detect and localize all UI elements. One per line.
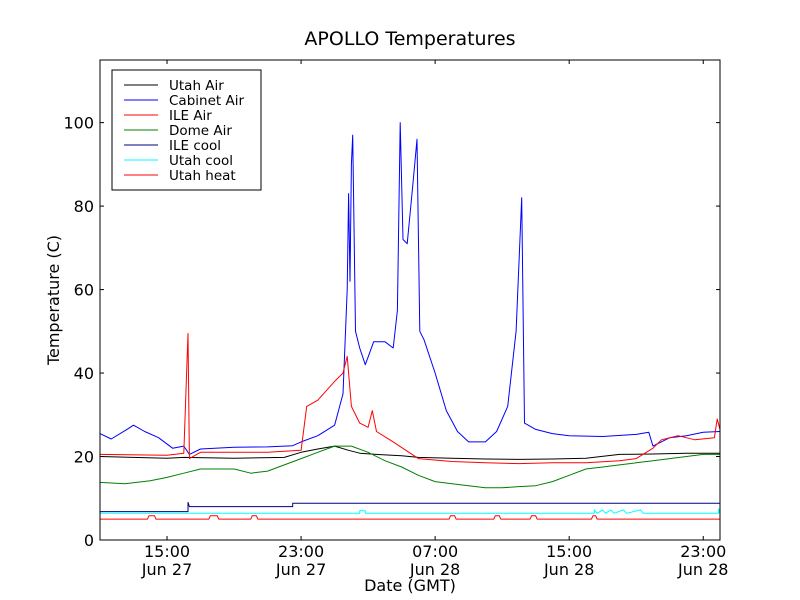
x-tick-label-time: 15:00 bbox=[546, 542, 592, 561]
y-tick-label: 60 bbox=[74, 281, 94, 300]
legend-label-ile-air: ILE Air bbox=[169, 108, 212, 124]
x-tick-label-date: Jun 28 bbox=[409, 560, 460, 579]
x-tick-label-date: Jun 28 bbox=[677, 560, 728, 579]
series-line-dome-air bbox=[99, 445, 720, 489]
x-axis-title: Date (GMT) bbox=[364, 576, 456, 595]
x-tick-label-date: Jun 27 bbox=[141, 560, 192, 579]
legend-label-utah-heat: Utah heat bbox=[169, 168, 236, 184]
legend-label-dome-air: Dome Air bbox=[169, 123, 232, 139]
y-tick-label: 0 bbox=[84, 531, 94, 550]
series-line-utah-heat bbox=[100, 515, 720, 520]
x-tick-label-date: Jun 28 bbox=[543, 560, 594, 579]
y-axis-title: Temperature (C) bbox=[44, 235, 63, 366]
legend-label-utah-cool: Utah cool bbox=[169, 153, 233, 169]
x-tick-label-time: 15:00 bbox=[144, 542, 190, 561]
x-tick-label-date: Jun 27 bbox=[275, 560, 326, 579]
y-tick-label: 20 bbox=[74, 448, 94, 467]
y-tick-label: 80 bbox=[74, 197, 94, 216]
chart-title: APOLLO Temperatures bbox=[304, 28, 515, 50]
x-tick-label-time: 07:00 bbox=[412, 542, 458, 561]
series-line-cabinet-air bbox=[99, 122, 721, 455]
y-tick-label: 100 bbox=[63, 114, 94, 133]
legend-label-utah-air: Utah Air bbox=[169, 78, 224, 94]
x-tick-label-time: 23:00 bbox=[278, 542, 324, 561]
legend-label-cabinet-air: Cabinet Air bbox=[169, 93, 244, 109]
plot-frame bbox=[99, 59, 721, 541]
series-line-ile-air bbox=[99, 332, 721, 465]
legend-label-ile-cool: ILE cool bbox=[169, 138, 221, 154]
series-line-utah-cool bbox=[100, 508, 721, 514]
series-layer bbox=[99, 122, 721, 520]
x-tick-label-time: 23:00 bbox=[680, 542, 726, 561]
series-line-utah-air bbox=[99, 445, 720, 460]
y-tick-label: 40 bbox=[74, 364, 94, 383]
series-line-ile-cool bbox=[100, 501, 720, 513]
